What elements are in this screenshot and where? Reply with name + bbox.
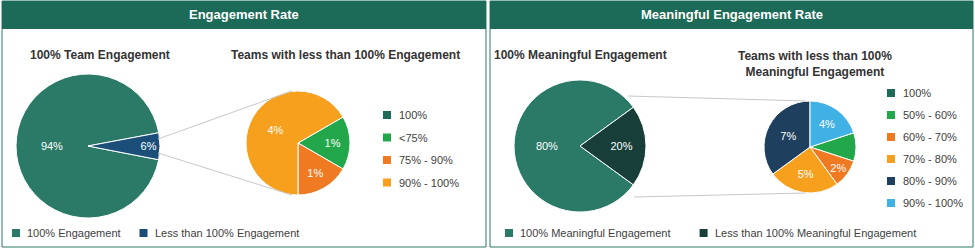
svg-text:75% - 90%: 75% - 90% xyxy=(399,154,453,166)
svg-text:1%: 1% xyxy=(307,167,323,179)
svg-text:2%: 2% xyxy=(830,162,846,174)
svg-text:90% - 100%: 90% - 100% xyxy=(903,197,963,209)
svg-text:80%: 80% xyxy=(536,140,558,152)
svg-text:5%: 5% xyxy=(798,168,814,180)
svg-text:100% Team Engagement: 100% Team Engagement xyxy=(30,48,170,62)
svg-text:80% - 90%: 80% - 90% xyxy=(903,175,957,187)
svg-text:4%: 4% xyxy=(267,124,283,136)
svg-text:<75%: <75% xyxy=(399,132,428,144)
svg-text:Meaningful Engagement Rate: Meaningful Engagement Rate xyxy=(641,7,823,22)
svg-text:Less than 100% Meaningful Enga: Less than 100% Meaningful Engagement xyxy=(715,227,916,239)
svg-text:Teams with less than 100% Enga: Teams with less than 100% Engagement xyxy=(231,48,460,62)
svg-text:Engagement Rate: Engagement Rate xyxy=(189,7,299,22)
svg-text:100% Meaningful Engagement: 100% Meaningful Engagement xyxy=(494,48,667,62)
svg-text:100% Engagement: 100% Engagement xyxy=(27,227,121,239)
svg-text:50% - 60%: 50% - 60% xyxy=(903,109,957,121)
svg-text:100%: 100% xyxy=(399,109,427,121)
svg-text:4%: 4% xyxy=(819,118,835,130)
svg-text:70% - 80%: 70% - 80% xyxy=(903,153,957,165)
svg-text:60% - 70%: 60% - 70% xyxy=(903,131,957,143)
svg-text:Teams with less than 100%Meani: Teams with less than 100%Meaningful Enga… xyxy=(738,49,892,79)
svg-text:6%: 6% xyxy=(141,140,157,152)
svg-text:100% Meaningful Engagement: 100% Meaningful Engagement xyxy=(520,227,670,239)
svg-text:Less than 100% Engagement: Less than 100% Engagement xyxy=(155,227,299,239)
svg-text:20%: 20% xyxy=(610,140,632,152)
svg-text:7%: 7% xyxy=(780,130,796,142)
svg-text:94%: 94% xyxy=(41,140,63,152)
svg-text:100%: 100% xyxy=(903,87,931,99)
svg-text:90% - 100%: 90% - 100% xyxy=(399,177,459,189)
svg-text:1%: 1% xyxy=(325,137,341,149)
